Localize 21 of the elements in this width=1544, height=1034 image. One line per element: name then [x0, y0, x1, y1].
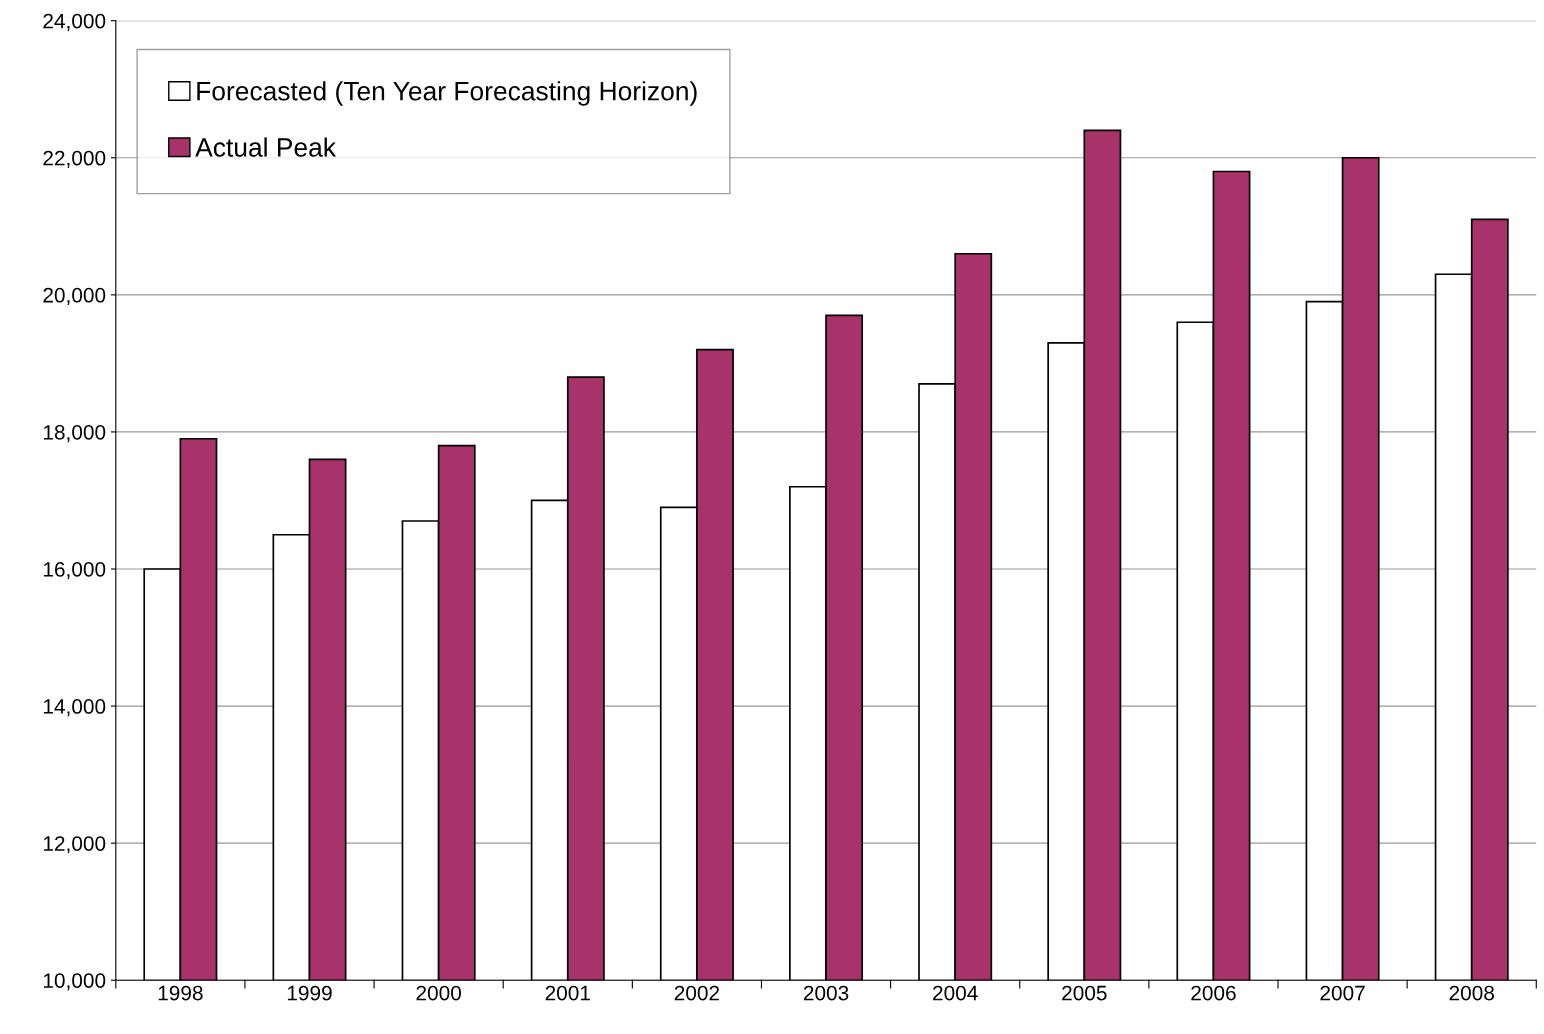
x-tick-label: 2002: [674, 985, 720, 1001]
y-tick-label: 12,000: [43, 836, 106, 854]
y-tick-label: 18,000: [43, 424, 106, 443]
x-tick-label: 2004: [933, 985, 978, 1001]
x-tick-label: 2006: [1191, 985, 1236, 1001]
y-tick-label: 16,000: [43, 562, 106, 580]
x-tick-label: 2000: [416, 985, 461, 1001]
y-tick-label: 24,000: [43, 13, 106, 31]
x-tick-label: 1999: [287, 985, 332, 1001]
y-tick-label: 10,000: [43, 973, 106, 991]
legend-label: Actual Peak: [195, 137, 337, 157]
y-tick-label: 20,000: [43, 287, 106, 306]
x-tick-label: 2005: [1062, 985, 1107, 1001]
y-tick-label: 14,000: [43, 699, 106, 717]
x-tick-label: 2008: [1449, 985, 1494, 1001]
legend-label: Forecasted (Ten Year Forecasting Horizon): [197, 81, 697, 106]
x-tick-label: 2003: [803, 985, 849, 1001]
y-tick-label: 22,000: [43, 150, 106, 168]
x-tick-label: 2007: [1320, 985, 1365, 1001]
x-tick-label: 1998: [158, 985, 203, 1001]
x-tick-label: 2001: [545, 985, 590, 1001]
